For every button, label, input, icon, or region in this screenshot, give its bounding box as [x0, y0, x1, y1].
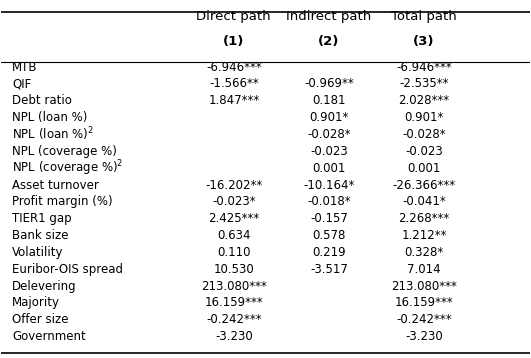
Text: NPL (coverage %)$^{2}$: NPL (coverage %)$^{2}$: [12, 158, 123, 178]
Text: (1): (1): [223, 35, 244, 48]
Text: -3.230: -3.230: [215, 330, 253, 343]
Text: Volatility: Volatility: [12, 246, 63, 259]
Text: -3.517: -3.517: [310, 263, 348, 276]
Text: Debt ratio: Debt ratio: [12, 94, 72, 107]
Text: Profit margin (%): Profit margin (%): [12, 195, 113, 208]
Text: Offer size: Offer size: [12, 313, 68, 326]
Text: -0.242***: -0.242***: [396, 313, 452, 326]
Text: Total path: Total path: [391, 10, 457, 23]
Text: -0.023: -0.023: [310, 145, 348, 158]
Text: -0.969**: -0.969**: [304, 77, 354, 91]
Text: 0.181: 0.181: [312, 94, 346, 107]
Text: -2.535**: -2.535**: [399, 77, 449, 91]
Text: NPL (loan %)$^{2}$: NPL (loan %)$^{2}$: [12, 126, 94, 143]
Text: -3.230: -3.230: [405, 330, 443, 343]
Text: Indirect path: Indirect path: [286, 10, 372, 23]
Text: 0.110: 0.110: [217, 246, 251, 259]
Text: 1.847***: 1.847***: [208, 94, 260, 107]
Text: 0.219: 0.219: [312, 246, 346, 259]
Text: 7.014: 7.014: [407, 263, 441, 276]
Text: 0.001: 0.001: [312, 162, 346, 175]
Text: TIER1 gap: TIER1 gap: [12, 212, 72, 225]
Text: MTB: MTB: [12, 61, 38, 74]
Text: Delevering: Delevering: [12, 280, 76, 292]
Text: -16.202**: -16.202**: [205, 179, 262, 192]
Text: 0.578: 0.578: [312, 229, 346, 242]
Text: -0.041*: -0.041*: [402, 195, 446, 208]
Text: 0.901*: 0.901*: [309, 111, 348, 124]
Text: 0.634: 0.634: [217, 229, 251, 242]
Text: 10.530: 10.530: [213, 263, 254, 276]
Text: (3): (3): [413, 35, 435, 48]
Text: -0.028*: -0.028*: [402, 128, 446, 141]
Text: -6.946***: -6.946***: [206, 61, 262, 74]
Text: -0.023*: -0.023*: [212, 195, 255, 208]
Text: -0.242***: -0.242***: [206, 313, 262, 326]
Text: -10.164*: -10.164*: [303, 179, 355, 192]
Text: Direct path: Direct path: [196, 10, 271, 23]
Text: 0.001: 0.001: [407, 162, 441, 175]
Text: 1.212**: 1.212**: [401, 229, 447, 242]
Text: 2.268***: 2.268***: [398, 212, 450, 225]
Text: 213.080***: 213.080***: [201, 280, 267, 292]
Text: Majority: Majority: [12, 296, 60, 309]
Text: QIF: QIF: [12, 77, 31, 91]
Text: -6.946***: -6.946***: [396, 61, 452, 74]
Text: Asset turnover: Asset turnover: [12, 179, 99, 192]
Text: Bank size: Bank size: [12, 229, 68, 242]
Text: -0.023: -0.023: [405, 145, 443, 158]
Text: 16.159***: 16.159***: [395, 296, 453, 309]
Text: NPL (coverage %): NPL (coverage %): [12, 145, 117, 158]
Text: -0.157: -0.157: [310, 212, 348, 225]
Text: 2.425***: 2.425***: [208, 212, 260, 225]
Text: -26.366***: -26.366***: [392, 179, 456, 192]
Text: 2.028***: 2.028***: [398, 94, 450, 107]
Text: NPL (loan %): NPL (loan %): [12, 111, 87, 124]
Text: -0.018*: -0.018*: [307, 195, 350, 208]
Text: (2): (2): [318, 35, 339, 48]
Text: 0.901*: 0.901*: [404, 111, 444, 124]
Text: -1.566**: -1.566**: [209, 77, 259, 91]
Text: 213.080***: 213.080***: [391, 280, 457, 292]
Text: 0.328*: 0.328*: [404, 246, 443, 259]
Text: Government: Government: [12, 330, 85, 343]
Text: -0.028*: -0.028*: [307, 128, 350, 141]
Text: Euribor-OIS spread: Euribor-OIS spread: [12, 263, 123, 276]
Text: 16.159***: 16.159***: [204, 296, 263, 309]
